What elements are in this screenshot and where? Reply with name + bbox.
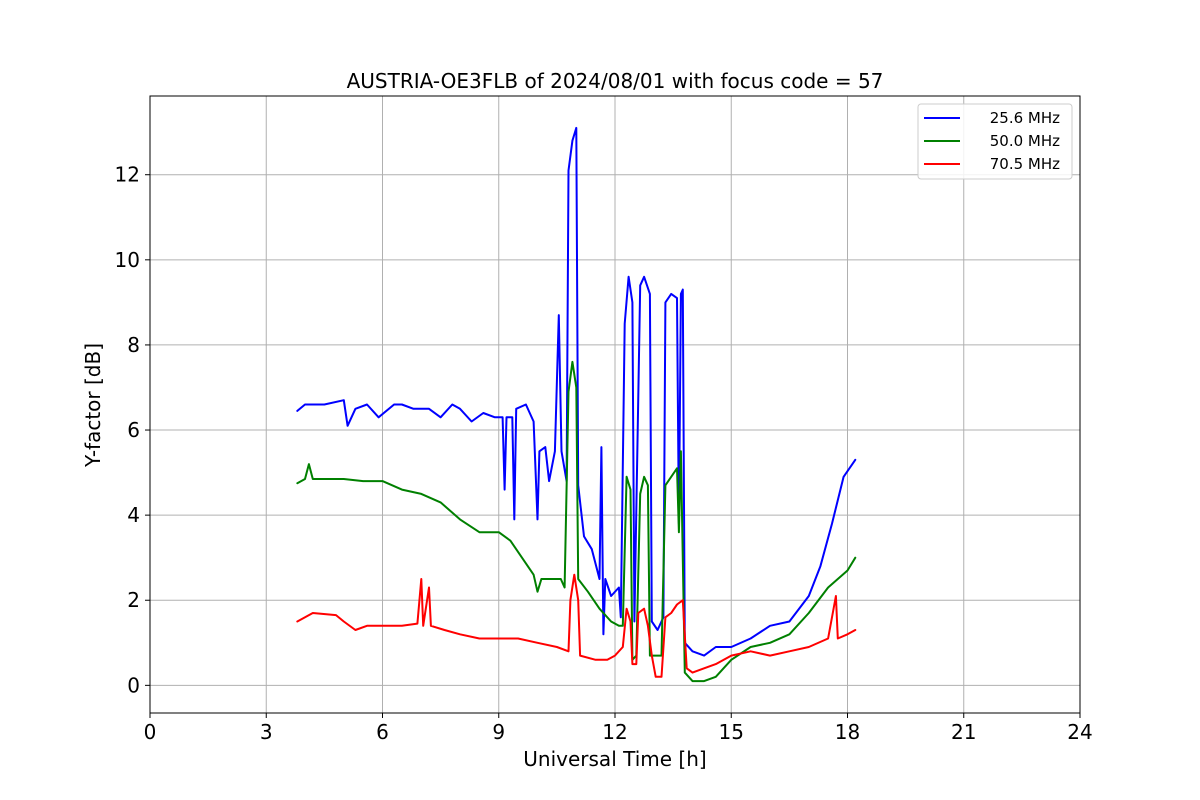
x-tick-label: 24 <box>1067 720 1092 744</box>
chart-title: AUSTRIA-OE3FLB of 2024/08/01 with focus … <box>347 69 884 93</box>
y-tick-label: 8 <box>127 333 140 357</box>
y-axis: 0 2 4 6 8 10 12 <box>115 163 150 697</box>
x-tick-label: 15 <box>719 720 744 744</box>
legend-label-70-5: 70.5 MHz <box>990 155 1060 173</box>
series-line-1 <box>296 126 857 657</box>
x-axis: 0 3 6 9 12 15 18 21 24 <box>144 713 1093 744</box>
y-tick-label: 4 <box>127 503 140 527</box>
legend-label-25-6: 25.6 MHz <box>990 109 1060 127</box>
legend: 25.6 MHz 50.0 MHz 70.5 MHz <box>917 103 1073 180</box>
series-line-3 <box>296 573 857 678</box>
y-tick-label: 0 <box>127 673 140 697</box>
y-tick-label: 2 <box>127 588 140 612</box>
legend-label-50-0: 50.0 MHz <box>990 132 1060 150</box>
x-tick-label: 6 <box>376 720 389 744</box>
legend-box <box>917 103 1073 180</box>
x-tick-label: 3 <box>260 720 273 744</box>
x-tick-label: 12 <box>602 720 627 744</box>
x-tick-label: 18 <box>835 720 860 744</box>
y-tick-label: 10 <box>115 248 140 272</box>
x-tick-label: 0 <box>144 720 157 744</box>
series-layer <box>296 126 857 683</box>
x-tick-label: 21 <box>951 720 976 744</box>
y-tick-label: 6 <box>127 418 140 442</box>
x-axis-title: Universal Time [h] <box>523 747 706 771</box>
y-axis-title: Y-factor [dB] <box>81 343 105 468</box>
y-tick-label: 12 <box>115 163 140 187</box>
x-tick-label: 9 <box>492 720 505 744</box>
series-line-2 <box>296 360 857 683</box>
